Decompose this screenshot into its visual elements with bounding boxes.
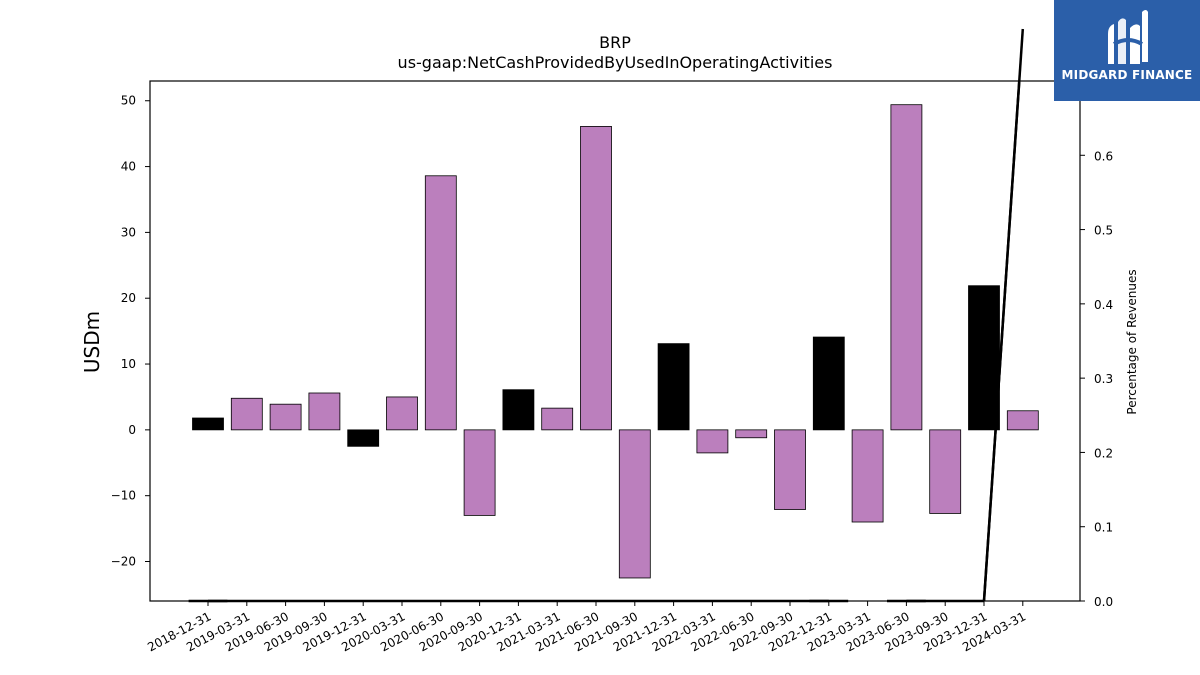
y2-tick-label: 0.3 — [1094, 372, 1113, 386]
ratio-line-rise — [982, 80, 1021, 602]
y2-tick-label: 0.1 — [1094, 521, 1113, 535]
bar — [424, 175, 457, 431]
y-tick-label: 30 — [121, 225, 136, 239]
bar — [541, 407, 574, 431]
y-tick-label: 40 — [121, 160, 136, 174]
y-tick-label: 10 — [121, 357, 136, 371]
bar — [386, 396, 418, 431]
y-tick-label: −10 — [111, 489, 136, 503]
y2-tick-label: 0.5 — [1094, 224, 1113, 238]
bar — [968, 285, 1000, 431]
bar — [618, 429, 651, 579]
bar — [851, 429, 884, 523]
bar — [308, 392, 341, 431]
bar — [463, 429, 496, 516]
y-axis-label: USDm — [80, 311, 104, 373]
bar — [696, 429, 729, 454]
bar — [774, 429, 806, 510]
y-tick-label: 50 — [121, 94, 136, 108]
y2-axis-label: Percentage of Revenues — [1125, 269, 1139, 414]
bar — [890, 104, 923, 431]
bar — [812, 336, 845, 431]
bar — [735, 429, 768, 439]
y2-tick-label: 0.4 — [1094, 298, 1113, 312]
chart-title: BRP — [599, 33, 631, 52]
y-tick-label: −20 — [111, 555, 136, 569]
logo-mark-icon — [1108, 10, 1148, 64]
bar — [347, 429, 380, 447]
plot-frame — [149, 80, 1081, 602]
y-tick-label: 0 — [128, 423, 136, 437]
bar — [580, 126, 612, 431]
bar — [230, 397, 263, 431]
midgard-finance-logo: MIDGARD FINANCE — [1054, 0, 1200, 101]
y2-tick-label: 0.2 — [1094, 446, 1113, 460]
bar — [1006, 410, 1039, 431]
bar — [657, 343, 690, 431]
bar — [502, 389, 535, 431]
y2-tick-label: 0.6 — [1094, 149, 1113, 163]
logo-text: MIDGARD FINANCE — [1061, 68, 1193, 82]
y-tick-label: 20 — [121, 291, 136, 305]
bar — [269, 403, 302, 431]
bar — [192, 417, 224, 431]
y2-tick-label: 0.0 — [1094, 595, 1113, 609]
chart-subtitle: us-gaap:NetCashProvidedByUsedInOperating… — [398, 53, 833, 72]
bar — [929, 429, 962, 514]
